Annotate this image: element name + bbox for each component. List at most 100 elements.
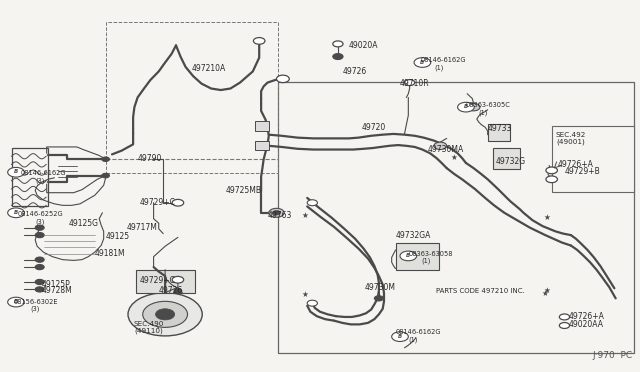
Text: B: B: [14, 210, 18, 215]
Text: B: B: [398, 334, 402, 339]
Circle shape: [143, 301, 188, 327]
Circle shape: [434, 142, 447, 150]
Bar: [552, 126, 634, 192]
Circle shape: [400, 251, 417, 261]
Circle shape: [392, 332, 408, 341]
Text: B: B: [14, 169, 18, 174]
Text: (1): (1): [434, 64, 444, 71]
Circle shape: [559, 323, 570, 328]
Bar: [396, 243, 439, 270]
Circle shape: [458, 102, 474, 112]
Text: J·970  PC: J·970 PC: [592, 351, 632, 360]
Circle shape: [35, 232, 44, 238]
Circle shape: [174, 289, 182, 293]
Bar: [255, 121, 269, 131]
Text: 49763: 49763: [268, 211, 292, 219]
Text: 08156-6302E: 08156-6302E: [14, 299, 59, 305]
Text: 497210A: 497210A: [192, 64, 227, 73]
Text: B: B: [406, 253, 410, 258]
Text: 49181M: 49181M: [95, 249, 125, 258]
Text: 49125: 49125: [106, 232, 130, 241]
Text: 49726: 49726: [159, 286, 183, 295]
Text: ★: ★: [542, 289, 548, 298]
Circle shape: [8, 167, 24, 177]
Text: 49710R: 49710R: [400, 79, 429, 88]
Circle shape: [414, 58, 431, 67]
Circle shape: [374, 296, 383, 301]
Circle shape: [276, 75, 289, 83]
Text: 49020AA: 49020AA: [568, 320, 604, 329]
Bar: [12, 148, 48, 206]
Text: ★: ★: [543, 286, 550, 295]
Text: ★: ★: [301, 290, 308, 299]
Circle shape: [102, 157, 109, 161]
Circle shape: [156, 309, 175, 320]
Circle shape: [559, 314, 570, 320]
Circle shape: [273, 211, 280, 215]
Text: ★: ★: [301, 211, 308, 220]
Text: 49730MA: 49730MA: [428, 145, 464, 154]
Text: 49732G: 49732G: [496, 157, 526, 166]
Text: 49125G: 49125G: [69, 219, 99, 228]
Text: (3): (3): [35, 218, 45, 225]
Circle shape: [102, 173, 109, 178]
Text: 49726+A: 49726+A: [568, 312, 604, 321]
Circle shape: [35, 264, 44, 270]
Circle shape: [128, 293, 202, 336]
Text: 49726: 49726: [342, 67, 367, 76]
Text: (1): (1): [479, 109, 488, 116]
Text: (49110): (49110): [134, 328, 163, 334]
Circle shape: [307, 200, 317, 206]
Circle shape: [35, 225, 44, 230]
Text: 49729+C: 49729+C: [140, 276, 175, 285]
Text: 08146-6162G: 08146-6162G: [421, 57, 467, 63]
Text: 49732GA: 49732GA: [396, 231, 431, 240]
Text: 08363-6305C: 08363-6305C: [466, 102, 511, 108]
Circle shape: [35, 279, 44, 285]
Bar: [136, 270, 195, 293]
Circle shape: [467, 103, 480, 111]
Text: SEC.490: SEC.490: [133, 321, 163, 327]
Text: 08146-6162G: 08146-6162G: [396, 329, 441, 335]
Text: (1): (1): [421, 258, 431, 264]
Text: 49790: 49790: [138, 154, 162, 163]
Text: B: B: [14, 299, 18, 304]
Circle shape: [546, 176, 557, 183]
Text: 49020A: 49020A: [349, 41, 378, 50]
Text: 08146-6162G: 08146-6162G: [20, 170, 66, 176]
Bar: [255, 141, 269, 150]
Text: (49001): (49001): [557, 139, 586, 145]
Text: ★: ★: [544, 213, 550, 222]
Text: 08363-63058: 08363-63058: [408, 251, 453, 257]
Circle shape: [35, 257, 44, 262]
Text: 49733: 49733: [488, 124, 512, 133]
Text: 49729+C: 49729+C: [140, 198, 175, 207]
Text: 49726+A: 49726+A: [558, 160, 594, 169]
Text: B: B: [464, 104, 468, 109]
Text: (3): (3): [35, 177, 45, 184]
Circle shape: [8, 208, 24, 218]
Text: (1): (1): [408, 336, 418, 343]
Bar: [106, 22, 278, 173]
Text: 08146-6252G: 08146-6252G: [18, 211, 63, 217]
Bar: [278, 82, 634, 353]
Circle shape: [35, 287, 44, 292]
Circle shape: [172, 199, 184, 206]
Bar: [488, 124, 510, 141]
Text: 49717M: 49717M: [127, 223, 157, 232]
Text: ★: ★: [451, 153, 458, 161]
Circle shape: [269, 208, 284, 217]
Bar: [493, 148, 520, 169]
Text: 49720: 49720: [362, 123, 386, 132]
Text: (3): (3): [31, 305, 40, 312]
Circle shape: [253, 38, 265, 44]
Text: B: B: [420, 60, 424, 65]
Text: 49728M: 49728M: [42, 286, 72, 295]
Circle shape: [172, 276, 184, 283]
Text: 49725MB: 49725MB: [225, 186, 261, 195]
Text: 49125P: 49125P: [42, 280, 70, 289]
Circle shape: [307, 300, 317, 306]
Circle shape: [333, 41, 343, 47]
Circle shape: [333, 54, 343, 60]
Text: PARTS CODE 497210 INC.: PARTS CODE 497210 INC.: [436, 288, 525, 294]
